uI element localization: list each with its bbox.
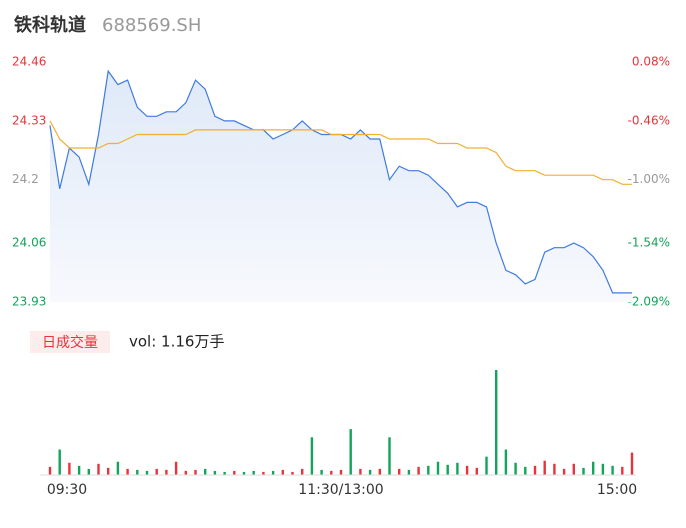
volume-bar (339, 469, 343, 475)
volume-bar (281, 469, 284, 475)
volume-bar (330, 470, 333, 475)
average-line (49, 120, 632, 185)
volume-bar (368, 469, 372, 475)
volume-bar (310, 437, 314, 475)
volume-bar (572, 463, 575, 475)
volume-bar (621, 466, 624, 475)
volume-bar (611, 465, 614, 475)
y2-tick-label: -0.46% (628, 113, 670, 127)
volume-bar (465, 465, 469, 475)
price-area (50, 71, 632, 302)
volume-bar (427, 465, 430, 475)
volume-bar (301, 468, 304, 475)
y-tick-label: 24.06 (12, 236, 46, 250)
y2-tick-label: -2.09% (628, 295, 670, 309)
volume-bar (398, 468, 401, 475)
y-tick-label: 23.93 (12, 295, 46, 309)
y-tick-label: 24.33 (12, 113, 46, 127)
volume-bar (485, 456, 488, 475)
volume-bar (184, 470, 187, 475)
y-tick-label: 24.2 (12, 172, 39, 186)
volume-bar (533, 465, 537, 475)
x-tick-label: 11:30/13:00 (298, 482, 383, 498)
volume-bar (97, 463, 100, 475)
volume-bar (58, 449, 61, 475)
volume-bar (543, 460, 546, 475)
volume-bar (436, 461, 440, 475)
volume-bar (553, 463, 556, 475)
volume-bar (116, 461, 120, 475)
stock-code: 688569.SH (102, 15, 201, 36)
y-tick-label: 24.46 (12, 55, 46, 69)
volume-bar (77, 465, 81, 475)
volume-summary: vol: 1.16万手 (129, 333, 224, 351)
volume-bar (582, 467, 585, 475)
volume-bar (320, 469, 323, 475)
volume-bar (48, 466, 52, 475)
y2-tick-label: 0.08% (632, 55, 670, 69)
volume-bar (504, 449, 508, 475)
volume-bar (174, 461, 178, 475)
volume-bar (592, 461, 595, 475)
volume-bar (601, 463, 605, 475)
legend: 日成交量 (42, 334, 98, 351)
volume-bar (136, 469, 139, 475)
volume-bar (262, 471, 265, 475)
volume-bar (378, 468, 381, 475)
volume-bar (562, 468, 566, 475)
volume-bar (252, 470, 255, 475)
volume-bar (194, 469, 197, 475)
volume-bar (495, 370, 498, 475)
volume-bar (68, 462, 71, 475)
volume-bar (213, 470, 217, 475)
volume-bar (204, 468, 207, 475)
volume-bar (359, 468, 362, 475)
volume-bar (126, 468, 129, 475)
volume-bar (524, 466, 527, 475)
volume-bar (233, 470, 236, 475)
volume-bar (417, 466, 420, 475)
volume-bar (155, 468, 158, 475)
volume-bar (446, 464, 449, 475)
volume-bar (165, 469, 168, 475)
volume-bar (291, 471, 294, 475)
volume-bar (107, 467, 110, 475)
volume-bar (475, 467, 478, 475)
volume-bar (271, 470, 275, 475)
x-tick-label: 15:00 (597, 482, 637, 498)
y2-tick-label: -1.00% (628, 172, 670, 186)
volume-bar (456, 462, 459, 475)
volume-bar (630, 452, 634, 475)
volume-bar (223, 471, 226, 475)
x-tick-label: 09:30 (47, 482, 87, 498)
volume-bar (242, 471, 246, 475)
volume-bar (514, 462, 517, 475)
volume-bar (145, 470, 149, 475)
volume-bar (407, 469, 411, 475)
volume-bar (388, 437, 391, 475)
stock-name: 铁科轨道 (14, 14, 86, 36)
legend-box (30, 331, 110, 353)
y2-tick-label: -1.54% (628, 236, 670, 250)
volume-bar (87, 468, 90, 475)
volume-bar (349, 429, 352, 475)
